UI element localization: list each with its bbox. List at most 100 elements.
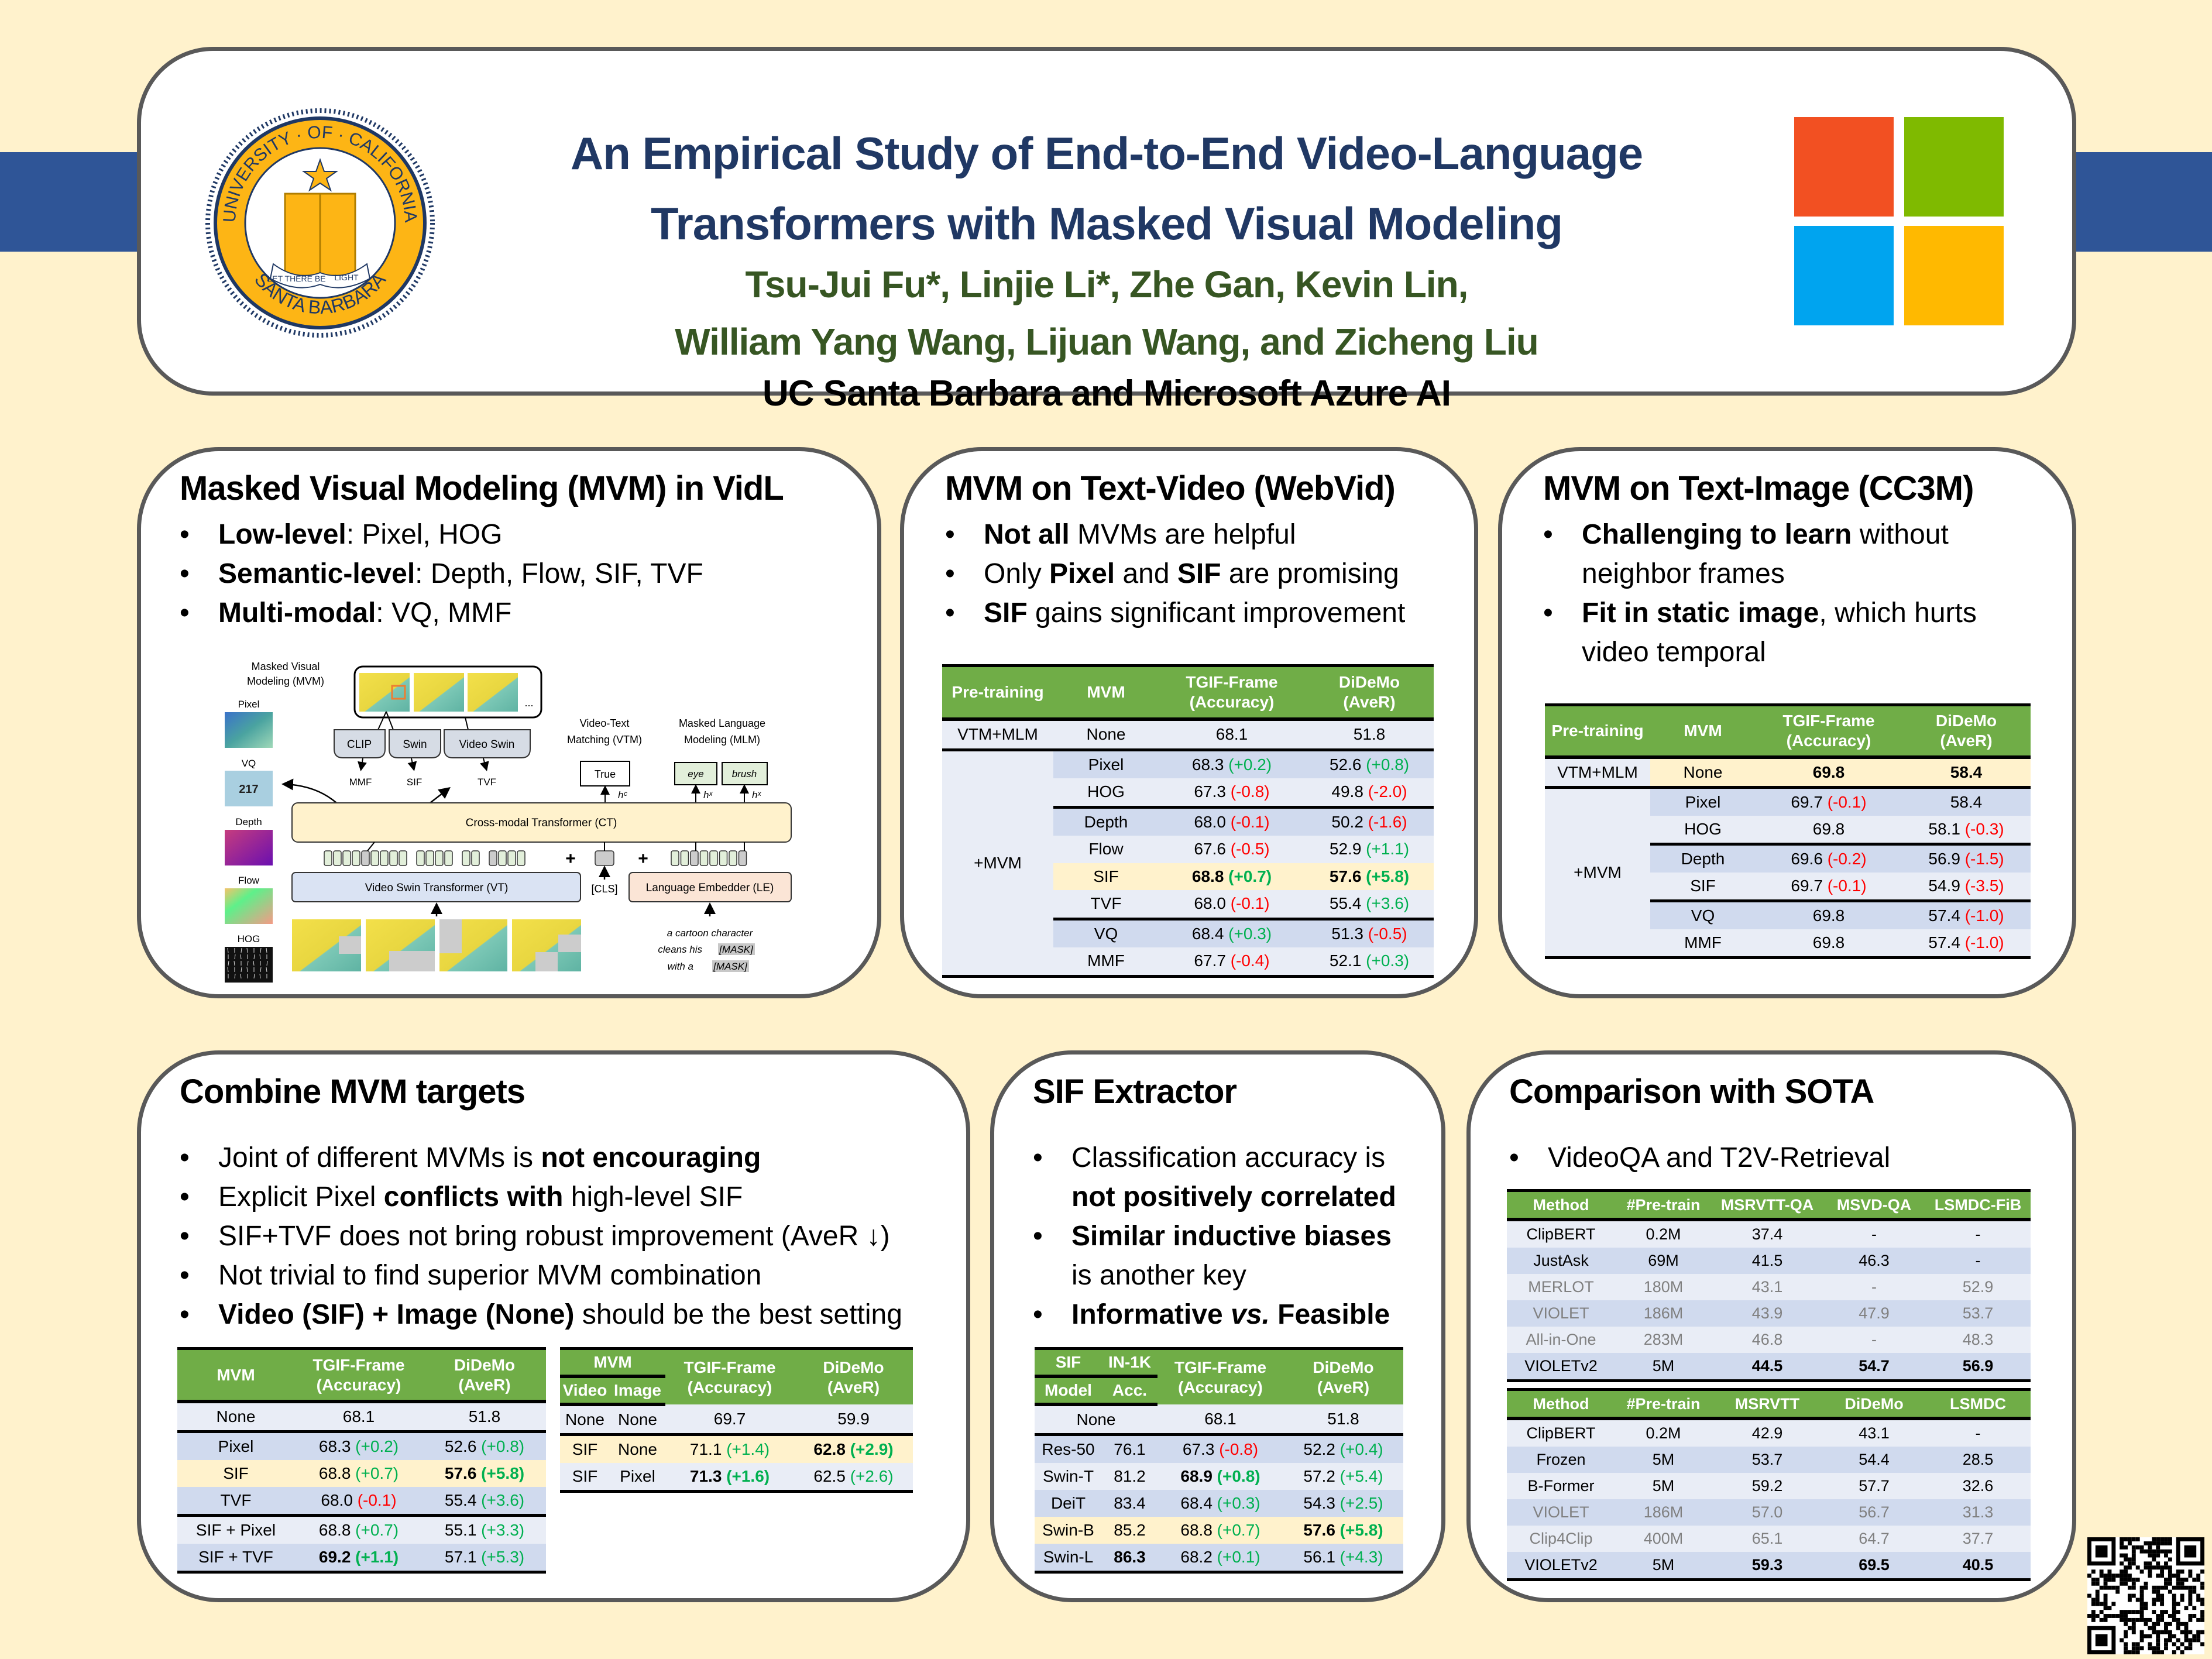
cell-value: 186M (1643, 1503, 1684, 1521)
feature-label-sif: SIF (407, 777, 422, 788)
cell-delta: (+5.8) (481, 1464, 525, 1482)
table-cell: 54.9 (-3.5) (1902, 873, 2031, 901)
mvm-label-line-1: Masked Visual (252, 661, 320, 672)
column-header: MVM (177, 1348, 294, 1403)
video-token (352, 850, 360, 866)
table-cell: 58.4 (1902, 786, 2031, 816)
table-cell: 42.9 (1712, 1418, 1823, 1447)
plus-icon: + (638, 849, 648, 868)
cell-value: VIOLETv2 (1524, 1357, 1598, 1375)
cell-value: SIF (1093, 867, 1119, 885)
table-row: HOG 67.3 (-0.8) 49.8 (-2.0) (942, 778, 1434, 807)
panel-sif-extractor: SIF Extractor Classification accuracy is… (990, 1050, 1445, 1602)
column-header: Image (610, 1376, 666, 1406)
table-row: Depth 68.0 (-0.1) 50.2 (-1.6) (942, 805, 1434, 836)
bullet-item: Similar inductive biases is another key (1033, 1217, 1396, 1295)
cell-delta: (+0.7) (1217, 1521, 1260, 1539)
cell-value: VTM+MLM (957, 725, 1038, 744)
cell-value: 48.3 (1962, 1331, 1994, 1348)
cell-value: SIF (1690, 877, 1716, 895)
table-row: None None 69.7 59.9 (560, 1404, 913, 1435)
table-cell: SIF + Pixel (177, 1514, 294, 1544)
cell-value: 68.9 (1180, 1467, 1213, 1485)
table-row: TVF 68.0 (-0.1) 55.4 (+3.6) (942, 890, 1434, 919)
cell-value: 85.2 (1114, 1521, 1146, 1539)
table-cell: SIF + TVF (177, 1544, 294, 1572)
videoqa-sota-table: Method #Pre-train MSRVTT-QA MSVD-QA LSMDC-Fi… (1507, 1189, 2031, 1382)
table-cell: 58.1 (-0.3) (1902, 816, 2031, 844)
table-row: JustAsk 69M 41.5 46.3 - (1507, 1248, 2031, 1274)
masked-patch (389, 951, 435, 971)
table-cell: 57.4 (-1.0) (1902, 929, 2031, 958)
bullet-text: and (1115, 558, 1177, 589)
column-header: DiDeMo (AveR) (1902, 705, 2031, 759)
cell-value: 57.6 (1303, 1521, 1335, 1539)
video-token (517, 850, 525, 866)
column-header: MSRVTT (1712, 1389, 1823, 1420)
table-cell: 69.8 (1756, 816, 1902, 844)
cell-value: TVF (220, 1491, 252, 1509)
table-cell: ClipBERT (1507, 1418, 1615, 1447)
cell-delta: (+0.4) (1339, 1440, 1383, 1458)
table-cell: 37.4 (1712, 1220, 1823, 1248)
bullet-text: Similar inductive biases (1071, 1221, 1392, 1252)
panel-title: MVM on Text-Image (CC3M) (1543, 469, 1974, 507)
cell-value: 57.4 (1928, 906, 1960, 925)
table-cell: 69.7 (665, 1404, 795, 1435)
cell-value: 52.9 (1329, 840, 1362, 858)
table-row: None 68.1 51.8 (1035, 1404, 1403, 1435)
cell-value: 41.5 (1751, 1252, 1783, 1269)
bullet-text: is another key (1071, 1260, 1246, 1291)
table-cell: - (1925, 1248, 2031, 1274)
cell-delta: (-3.5) (1964, 877, 2004, 895)
bullet-item: Classification accuracy is not positivel… (1033, 1138, 1396, 1217)
table-row: VIOLET 186M 43.9 47.9 53.7 (1507, 1300, 2031, 1327)
cell-value: 57.7 (1859, 1477, 1890, 1495)
qr-code[interactable] (2087, 1537, 2204, 1654)
cell-value: SIF (572, 1440, 598, 1458)
table-header-row: Method #Pre-train MSRVTT DiDeMo LSMDC (1507, 1389, 2031, 1420)
cell-value: 64.7 (1859, 1530, 1890, 1547)
cell-value: Res-50 (1042, 1440, 1095, 1458)
video-token (444, 850, 453, 866)
table-header-row: Video Image (560, 1376, 913, 1406)
panel-mvm-in-vidl: Masked Visual Modeling (MVM) in VidL Low… (137, 447, 881, 998)
table-cell: 76.1 (1102, 1433, 1157, 1463)
table-cell: B-Former (1507, 1473, 1615, 1499)
column-header: #Pre-train (1615, 1190, 1712, 1221)
table-row: SIF 69.7 (-0.1) 54.9 (-3.5) (1545, 873, 2031, 901)
cell-value: 56.9 (1962, 1357, 1994, 1375)
table-cell: 67.6 (-0.5) (1159, 836, 1305, 863)
cell-value: 59.2 (1751, 1477, 1783, 1495)
table-row: SIF 68.8 (+0.7) 57.6 (+5.8) (942, 863, 1434, 890)
table-cell: 69.7 (-0.1) (1756, 873, 1902, 901)
cell-delta: (+0.3) (1366, 952, 1410, 970)
table-row: MERLOT 180M 43.1 - 52.9 (1507, 1274, 2031, 1300)
table-cell: Frozen (1507, 1447, 1615, 1473)
table-row: Res-50 76.1 67.3 (-0.8) 52.2 (+0.4) (1035, 1433, 1403, 1463)
table-cell: SIF (177, 1460, 294, 1487)
cell-value: 5M (1652, 1357, 1675, 1375)
microsoft-logo-red-square (1794, 117, 1894, 217)
cell-value: 68.2 (1180, 1548, 1213, 1566)
vtm-output: True (595, 768, 616, 780)
cell-delta: (+0.7) (1228, 867, 1272, 885)
column-header: MVM (560, 1348, 666, 1378)
column-header: TGIF-Frame (Accuracy) (665, 1348, 795, 1404)
cell-delta: (-0.1) (1827, 793, 1867, 811)
cell-value: 58.1 (1928, 820, 1960, 838)
bullet-text: Classification accuracy is (1071, 1142, 1386, 1173)
cell-value: B-Former (1527, 1477, 1595, 1495)
table-cell: SIF (1053, 863, 1159, 890)
vq-target-image (225, 771, 273, 806)
table-cell: 57.7 (1823, 1473, 1925, 1499)
text-token (671, 850, 679, 866)
caption-line-1: a cartoon character (667, 928, 754, 939)
column-header: MVM (1650, 705, 1756, 759)
table-cell: - (1823, 1220, 1925, 1248)
table-cell: Pixel (1053, 748, 1159, 778)
table-row: B-Former 5M 59.2 57.7 32.6 (1507, 1473, 2031, 1499)
table-cell: None (610, 1404, 666, 1435)
seal-motto-left: LET THERE BE (267, 274, 325, 283)
table-cell: 52.6 (+0.8) (1305, 748, 1434, 778)
